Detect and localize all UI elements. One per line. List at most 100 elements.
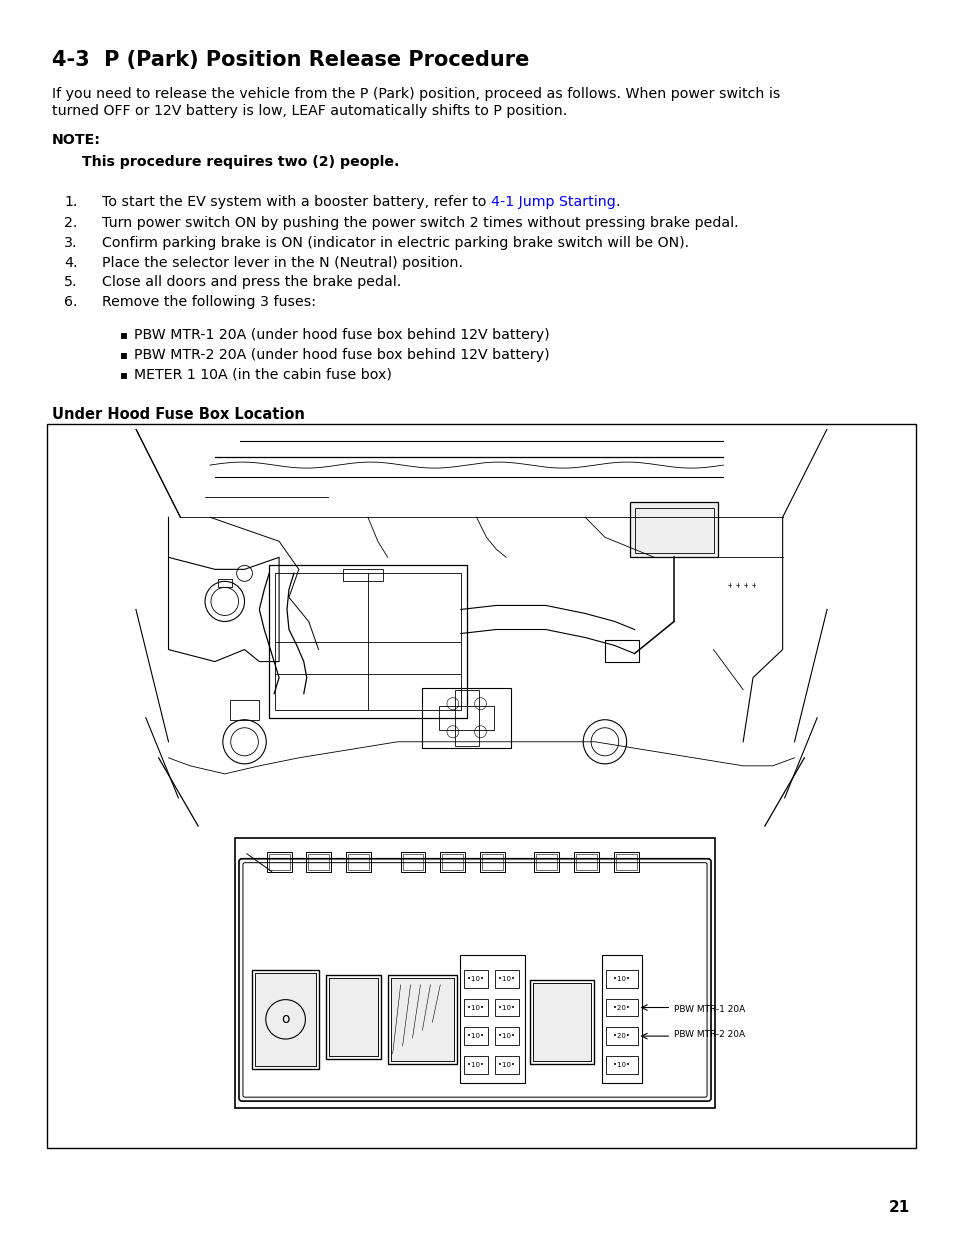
Bar <box>601 956 641 1083</box>
Bar <box>605 1056 637 1073</box>
Bar <box>574 852 598 872</box>
Text: If you need to release the vehicle from the P (Park) position, proceed as follow: If you need to release the vehicle from … <box>52 86 780 101</box>
Bar <box>532 983 591 1061</box>
Text: •10•: •10• <box>497 1034 515 1039</box>
Text: •10•: •10• <box>467 976 484 982</box>
Bar <box>605 1028 637 1045</box>
Bar <box>495 1056 518 1073</box>
Bar <box>254 973 316 1066</box>
Bar <box>47 424 915 1149</box>
Bar <box>230 700 259 720</box>
Text: 3.: 3. <box>64 236 77 249</box>
Bar <box>529 979 594 1063</box>
Text: ▪: ▪ <box>120 368 128 382</box>
Text: •10•: •10• <box>467 1034 484 1039</box>
Bar <box>329 978 377 1056</box>
Text: Under Hood Fuse Box Location: Under Hood Fuse Box Location <box>52 408 305 422</box>
Bar <box>329 978 377 1056</box>
Text: ▪: ▪ <box>120 348 128 361</box>
Bar <box>252 969 319 1068</box>
Text: PBW MTR-2 20A: PBW MTR-2 20A <box>674 1030 744 1039</box>
Text: •20•: •20• <box>613 1004 630 1010</box>
Bar <box>495 969 518 988</box>
Bar <box>269 566 466 718</box>
Bar <box>495 1028 518 1045</box>
Text: 21: 21 <box>888 1200 909 1215</box>
Bar <box>387 974 456 1063</box>
Text: 2.: 2. <box>64 216 77 230</box>
Text: Remove the following 3 fuses:: Remove the following 3 fuses: <box>102 295 315 309</box>
Bar <box>534 852 558 872</box>
Bar <box>459 956 524 1083</box>
Text: o: o <box>281 1013 290 1026</box>
Bar <box>400 852 425 872</box>
Text: •20•: •20• <box>613 1034 630 1039</box>
Text: •10•: •10• <box>497 1062 515 1067</box>
Text: •10•: •10• <box>613 1062 630 1067</box>
Bar <box>479 852 504 872</box>
Text: ▪: ▪ <box>120 329 128 341</box>
Bar <box>217 579 232 588</box>
Text: NOTE:: NOTE: <box>52 133 101 147</box>
Bar <box>391 978 454 1061</box>
Bar <box>629 503 718 557</box>
Text: •10•: •10• <box>467 1062 484 1067</box>
Bar <box>391 978 454 1061</box>
Bar <box>438 705 494 730</box>
Bar <box>343 569 382 582</box>
Bar <box>605 999 637 1016</box>
Bar <box>422 688 511 748</box>
Bar <box>613 852 638 872</box>
Bar <box>463 969 487 988</box>
Bar <box>463 999 487 1016</box>
Bar <box>495 999 518 1016</box>
Text: •10•: •10• <box>613 976 630 982</box>
Bar <box>442 853 462 869</box>
Bar <box>402 853 423 869</box>
Text: .: . <box>615 195 619 209</box>
Bar <box>254 973 316 1066</box>
Bar <box>576 853 597 869</box>
Text: 1.: 1. <box>64 195 77 209</box>
Bar <box>274 573 460 710</box>
Bar <box>604 640 639 662</box>
Text: 4-3  P (Park) Position Release Procedure: 4-3 P (Park) Position Release Procedure <box>52 49 529 70</box>
Bar <box>605 969 637 988</box>
Bar <box>532 983 591 1061</box>
Text: PBW MTR-2 20A (under hood fuse box behind 12V battery): PBW MTR-2 20A (under hood fuse box behin… <box>133 348 549 362</box>
FancyBboxPatch shape <box>239 858 710 1102</box>
Bar <box>306 852 331 872</box>
Text: PBW MTR-1 20A (under hood fuse box behind 12V battery): PBW MTR-1 20A (under hood fuse box behin… <box>133 329 549 342</box>
Bar <box>267 852 292 872</box>
Bar <box>463 1028 487 1045</box>
Text: 6.: 6. <box>64 295 77 309</box>
Text: METER 1 10A (in the cabin fuse box): METER 1 10A (in the cabin fuse box) <box>133 368 392 382</box>
Text: Confirm parking brake is ON (indicator in electric parking brake switch will be : Confirm parking brake is ON (indicator i… <box>102 236 688 249</box>
Text: turned OFF or 12V battery is low, LEAF automatically shifts to P position.: turned OFF or 12V battery is low, LEAF a… <box>52 104 567 119</box>
Text: Turn power switch ON by pushing the power switch 2 times without pressing brake : Turn power switch ON by pushing the powe… <box>102 216 738 230</box>
Bar <box>634 508 713 553</box>
Text: 5.: 5. <box>64 275 77 289</box>
Bar <box>455 689 478 746</box>
Bar <box>234 839 714 1108</box>
Text: This procedure requires two (2) people.: This procedure requires two (2) people. <box>82 156 399 169</box>
Bar <box>481 853 502 869</box>
Bar <box>326 974 380 1058</box>
Bar <box>308 853 329 869</box>
FancyBboxPatch shape <box>243 863 706 1097</box>
Bar <box>616 853 636 869</box>
Text: PBW MTR-1 20A: PBW MTR-1 20A <box>674 1005 745 1014</box>
Text: 4.: 4. <box>64 256 77 270</box>
Text: •10•: •10• <box>497 976 515 982</box>
Bar <box>348 853 369 869</box>
Bar <box>440 852 465 872</box>
Text: •10•: •10• <box>497 1004 515 1010</box>
Bar <box>346 852 371 872</box>
Text: •10•: •10• <box>467 1004 484 1010</box>
Text: 4-1 Jump Starting: 4-1 Jump Starting <box>491 195 615 209</box>
Bar <box>463 1056 487 1073</box>
Text: To start the EV system with a booster battery, refer to: To start the EV system with a booster ba… <box>102 195 491 209</box>
Bar <box>269 853 290 869</box>
Text: Place the selector lever in the N (Neutral) position.: Place the selector lever in the N (Neutr… <box>102 256 462 270</box>
Bar <box>536 853 557 869</box>
